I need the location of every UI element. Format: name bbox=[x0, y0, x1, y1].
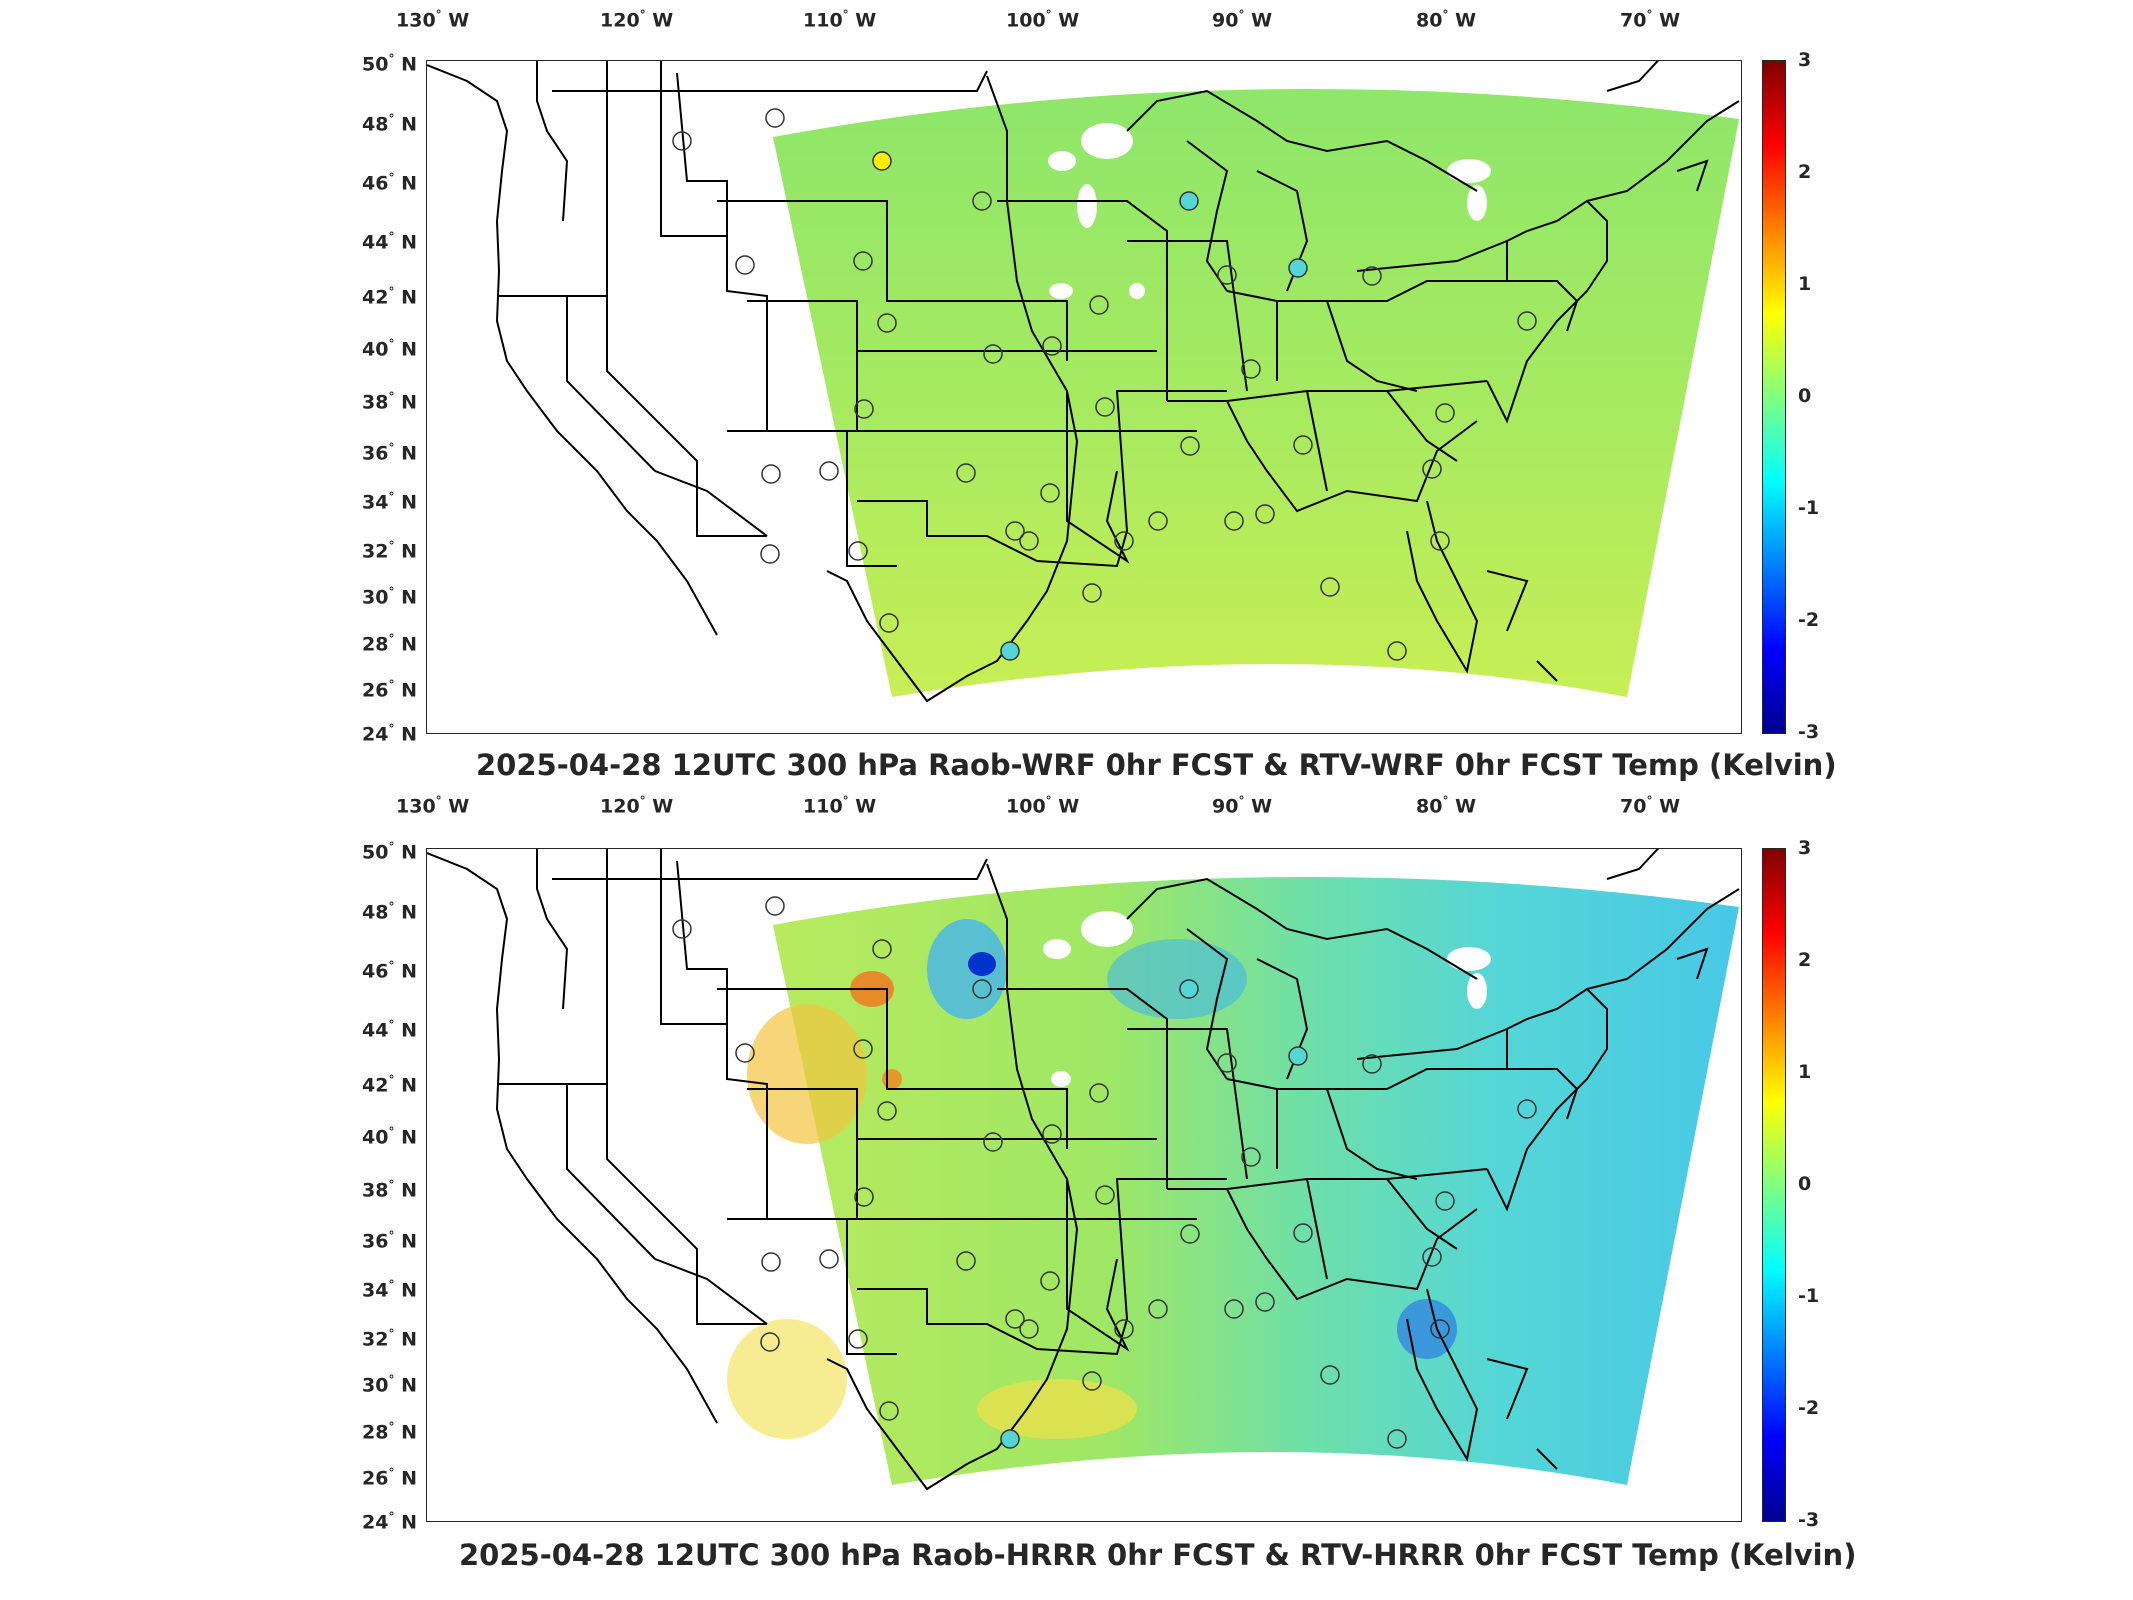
raob-stations bbox=[672, 896, 1537, 1449]
lat-tick: 42° N bbox=[362, 1073, 417, 1097]
colorbar-tick: 3 bbox=[1798, 49, 1812, 71]
lat-tick: 48° N bbox=[362, 112, 417, 136]
lon-tick: 70° W bbox=[1620, 794, 1681, 818]
lat-tick: 48° N bbox=[362, 900, 417, 924]
map-canvas bbox=[427, 849, 1740, 1491]
lon-tick: 120° W bbox=[600, 8, 674, 32]
lat-tick: 40° N bbox=[362, 1125, 417, 1149]
map-boundaries bbox=[427, 849, 1740, 1491]
lon-tick: 80° W bbox=[1416, 794, 1477, 818]
missing-data-patches bbox=[1048, 123, 1491, 299]
lat-tick: 26° N bbox=[362, 1466, 417, 1490]
colorbar-tick: 1 bbox=[1798, 1061, 1812, 1083]
colorbar-tick: 2 bbox=[1798, 949, 1812, 971]
lat-tick: 30° N bbox=[362, 585, 417, 609]
lat-tick: 28° N bbox=[362, 632, 417, 656]
colorbar-tick: -3 bbox=[1798, 1509, 1820, 1531]
colorbar-tick: -2 bbox=[1798, 1397, 1820, 1419]
lat-tick: 40° N bbox=[362, 337, 417, 361]
lat-tick: 30° N bbox=[362, 1373, 417, 1397]
lon-tick: 70° W bbox=[1620, 8, 1681, 32]
colorbar-tick: -3 bbox=[1798, 721, 1820, 743]
lon-tick: 130° W bbox=[396, 794, 470, 818]
lat-tick: 46° N bbox=[362, 171, 417, 195]
map-plot-area bbox=[426, 60, 1742, 734]
raob-stations bbox=[672, 108, 1537, 661]
lat-tick: 46° N bbox=[362, 959, 417, 983]
temperature-difference-field bbox=[773, 88, 1739, 698]
lon-tick: 130° W bbox=[396, 8, 470, 32]
colorbar-tick: -1 bbox=[1798, 497, 1820, 519]
lat-tick: 24° N bbox=[362, 1510, 417, 1534]
lat-tick: 34° N bbox=[362, 490, 417, 514]
lon-tick: 100° W bbox=[1006, 8, 1080, 32]
panel-title: 2025-04-28 12UTC 300 hPa Raob-HRRR 0hr F… bbox=[459, 1538, 1857, 1572]
lon-tick: 90° W bbox=[1212, 794, 1273, 818]
missing-data-patches bbox=[1043, 911, 1491, 1087]
lon-tick: 110° W bbox=[803, 8, 877, 32]
colorbar bbox=[1762, 848, 1786, 1522]
map-plot-area bbox=[426, 848, 1742, 1522]
lon-tick: 80° W bbox=[1416, 8, 1477, 32]
temperature-difference-field bbox=[773, 876, 1739, 1485]
map-canvas bbox=[427, 61, 1740, 703]
colorbar-tick: 3 bbox=[1798, 837, 1812, 859]
lat-tick: 28° N bbox=[362, 1420, 417, 1444]
lat-tick: 36° N bbox=[362, 1229, 417, 1253]
lon-tick: 110° W bbox=[803, 794, 877, 818]
map-panel-hrrr: 130° W 120° W 110° W 100° W 90° W 80° W … bbox=[0, 790, 2133, 1600]
colorbar-tick: -1 bbox=[1798, 1285, 1820, 1307]
colorbar bbox=[1762, 60, 1786, 734]
lat-tick: 50° N bbox=[362, 840, 417, 864]
colorbar-tick: 2 bbox=[1798, 161, 1812, 183]
lat-tick: 24° N bbox=[362, 722, 417, 746]
colorbar-tick: 0 bbox=[1798, 385, 1812, 407]
lat-tick: 34° N bbox=[362, 1278, 417, 1302]
lat-tick: 36° N bbox=[362, 441, 417, 465]
colorbar-tick: 1 bbox=[1798, 273, 1812, 295]
panel-title: 2025-04-28 12UTC 300 hPa Raob-WRF 0hr FC… bbox=[476, 748, 1837, 782]
lat-tick: 32° N bbox=[362, 1327, 417, 1351]
lat-tick: 44° N bbox=[362, 230, 417, 254]
anomaly-patches bbox=[727, 919, 1457, 1439]
lat-tick: 32° N bbox=[362, 539, 417, 563]
lon-tick: 100° W bbox=[1006, 794, 1080, 818]
colorbar-tick: 0 bbox=[1798, 1173, 1812, 1195]
lat-tick: 44° N bbox=[362, 1018, 417, 1042]
colorbar-tick: -2 bbox=[1798, 609, 1820, 631]
lat-tick: 38° N bbox=[362, 390, 417, 414]
lat-tick: 42° N bbox=[362, 285, 417, 309]
map-panel-wrf: 130° W 120° W 110° W 100° W 90° W 80° W … bbox=[362, 8, 1837, 782]
lon-tick: 90° W bbox=[1212, 8, 1273, 32]
map-boundaries bbox=[427, 61, 1740, 703]
lat-tick: 26° N bbox=[362, 678, 417, 702]
lat-tick: 38° N bbox=[362, 1178, 417, 1202]
lat-tick: 50° N bbox=[362, 52, 417, 76]
lon-tick: 120° W bbox=[600, 794, 674, 818]
